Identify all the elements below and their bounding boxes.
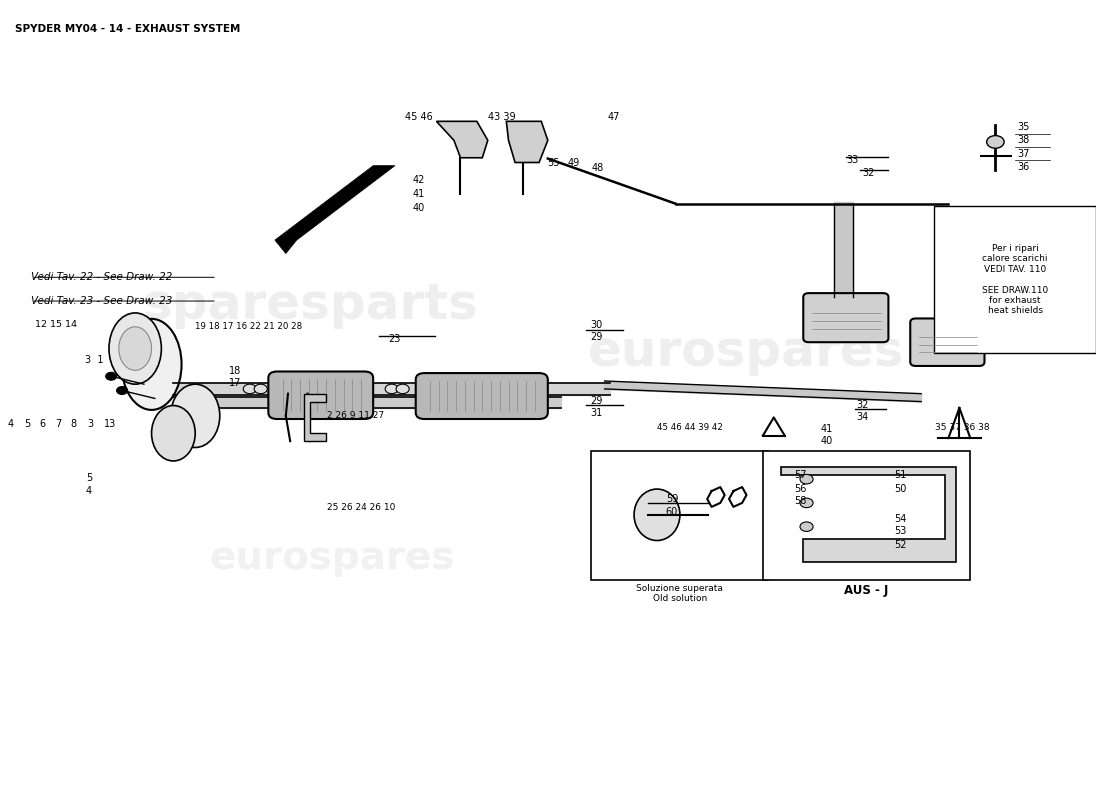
Polygon shape bbox=[437, 122, 487, 158]
Polygon shape bbox=[305, 394, 327, 441]
Text: 40: 40 bbox=[821, 436, 833, 446]
FancyBboxPatch shape bbox=[763, 451, 970, 580]
Text: 32: 32 bbox=[857, 400, 869, 410]
FancyBboxPatch shape bbox=[592, 451, 768, 580]
Text: 58: 58 bbox=[794, 496, 807, 506]
Text: Per i ripari
calore scarichi
VEDI TAV. 110

SEE DRAW.110
for exhaust
heat shield: Per i ripari calore scarichi VEDI TAV. 1… bbox=[982, 244, 1048, 315]
Text: 53: 53 bbox=[894, 526, 906, 537]
Text: 35 37 36 38: 35 37 36 38 bbox=[935, 423, 990, 432]
Polygon shape bbox=[506, 122, 548, 162]
Text: 45 46: 45 46 bbox=[405, 111, 432, 122]
Text: 5: 5 bbox=[86, 473, 92, 482]
Text: 49: 49 bbox=[568, 158, 580, 167]
Text: 8: 8 bbox=[70, 418, 77, 429]
Text: 42: 42 bbox=[412, 175, 425, 185]
Polygon shape bbox=[781, 467, 956, 562]
Circle shape bbox=[106, 372, 117, 380]
Text: 38: 38 bbox=[1018, 135, 1030, 146]
Circle shape bbox=[117, 386, 128, 394]
Text: 13: 13 bbox=[103, 418, 116, 429]
Circle shape bbox=[800, 522, 813, 531]
Text: sparesparts: sparesparts bbox=[142, 281, 477, 329]
Text: 25 26 24 26 10: 25 26 24 26 10 bbox=[328, 503, 396, 512]
Circle shape bbox=[243, 384, 256, 394]
FancyBboxPatch shape bbox=[934, 206, 1096, 353]
Text: 55: 55 bbox=[547, 158, 559, 167]
Text: 17: 17 bbox=[229, 378, 241, 388]
FancyBboxPatch shape bbox=[268, 371, 373, 419]
Text: 29: 29 bbox=[591, 396, 603, 406]
Ellipse shape bbox=[634, 489, 680, 541]
Circle shape bbox=[254, 384, 267, 394]
Text: AUS - J: AUS - J bbox=[845, 584, 889, 597]
Ellipse shape bbox=[119, 326, 152, 370]
Text: 57: 57 bbox=[794, 470, 807, 480]
Text: 40: 40 bbox=[412, 203, 425, 214]
Text: 7: 7 bbox=[55, 418, 62, 429]
Text: 35: 35 bbox=[1018, 122, 1030, 132]
Text: eurospares: eurospares bbox=[588, 329, 904, 377]
Text: 23: 23 bbox=[388, 334, 400, 344]
Text: eurospares: eurospares bbox=[209, 539, 454, 578]
Text: 4: 4 bbox=[86, 486, 92, 496]
Text: 50: 50 bbox=[894, 484, 906, 494]
FancyBboxPatch shape bbox=[803, 293, 889, 342]
Text: 54: 54 bbox=[894, 514, 906, 524]
Text: 45 46 44 39 42: 45 46 44 39 42 bbox=[657, 423, 723, 432]
Circle shape bbox=[385, 384, 398, 394]
Circle shape bbox=[987, 135, 1004, 148]
Text: 33: 33 bbox=[846, 155, 858, 165]
Text: Vedi Tav. 23 - See Draw. 23: Vedi Tav. 23 - See Draw. 23 bbox=[32, 296, 173, 306]
Text: 43 39: 43 39 bbox=[487, 111, 516, 122]
Text: 19 18 17 16 22 21 20 28: 19 18 17 16 22 21 20 28 bbox=[195, 322, 302, 331]
Text: 59: 59 bbox=[666, 494, 678, 504]
Text: 4: 4 bbox=[8, 418, 13, 429]
Text: 32: 32 bbox=[862, 168, 874, 178]
Text: 48: 48 bbox=[592, 163, 604, 173]
Text: 34: 34 bbox=[857, 413, 869, 422]
Ellipse shape bbox=[170, 384, 220, 447]
Text: 37: 37 bbox=[1018, 149, 1030, 158]
Text: 36: 36 bbox=[1018, 162, 1030, 172]
Text: 60: 60 bbox=[666, 507, 678, 518]
Text: 3  1: 3 1 bbox=[85, 354, 103, 365]
Text: 52: 52 bbox=[894, 540, 906, 550]
FancyBboxPatch shape bbox=[910, 318, 984, 366]
Text: 18: 18 bbox=[229, 366, 241, 376]
Text: 31: 31 bbox=[591, 409, 603, 418]
Circle shape bbox=[396, 384, 409, 394]
Text: Vedi Tav. 22 - See Draw. 22: Vedi Tav. 22 - See Draw. 22 bbox=[32, 272, 173, 282]
Text: 2 26 9 11 27: 2 26 9 11 27 bbox=[328, 410, 384, 419]
Text: 41: 41 bbox=[821, 423, 833, 434]
Ellipse shape bbox=[152, 406, 195, 461]
Text: 47: 47 bbox=[608, 111, 620, 122]
Ellipse shape bbox=[121, 319, 182, 410]
Ellipse shape bbox=[109, 313, 162, 384]
Text: 6: 6 bbox=[40, 418, 45, 429]
Text: 3: 3 bbox=[87, 418, 94, 429]
Text: 29: 29 bbox=[591, 333, 603, 342]
Circle shape bbox=[800, 474, 813, 484]
Text: 30: 30 bbox=[591, 320, 603, 330]
Text: 51: 51 bbox=[894, 470, 906, 480]
Text: 12 15 14: 12 15 14 bbox=[35, 320, 77, 330]
Polygon shape bbox=[275, 166, 395, 254]
Text: Soluzione superata
Old solution: Soluzione superata Old solution bbox=[637, 584, 724, 603]
Text: SPYDER MY04 - 14 - EXHAUST SYSTEM: SPYDER MY04 - 14 - EXHAUST SYSTEM bbox=[15, 24, 241, 34]
Circle shape bbox=[800, 498, 813, 508]
Text: 41: 41 bbox=[412, 189, 425, 199]
Text: 5: 5 bbox=[24, 418, 30, 429]
Text: 56: 56 bbox=[794, 484, 807, 494]
FancyBboxPatch shape bbox=[416, 373, 548, 419]
